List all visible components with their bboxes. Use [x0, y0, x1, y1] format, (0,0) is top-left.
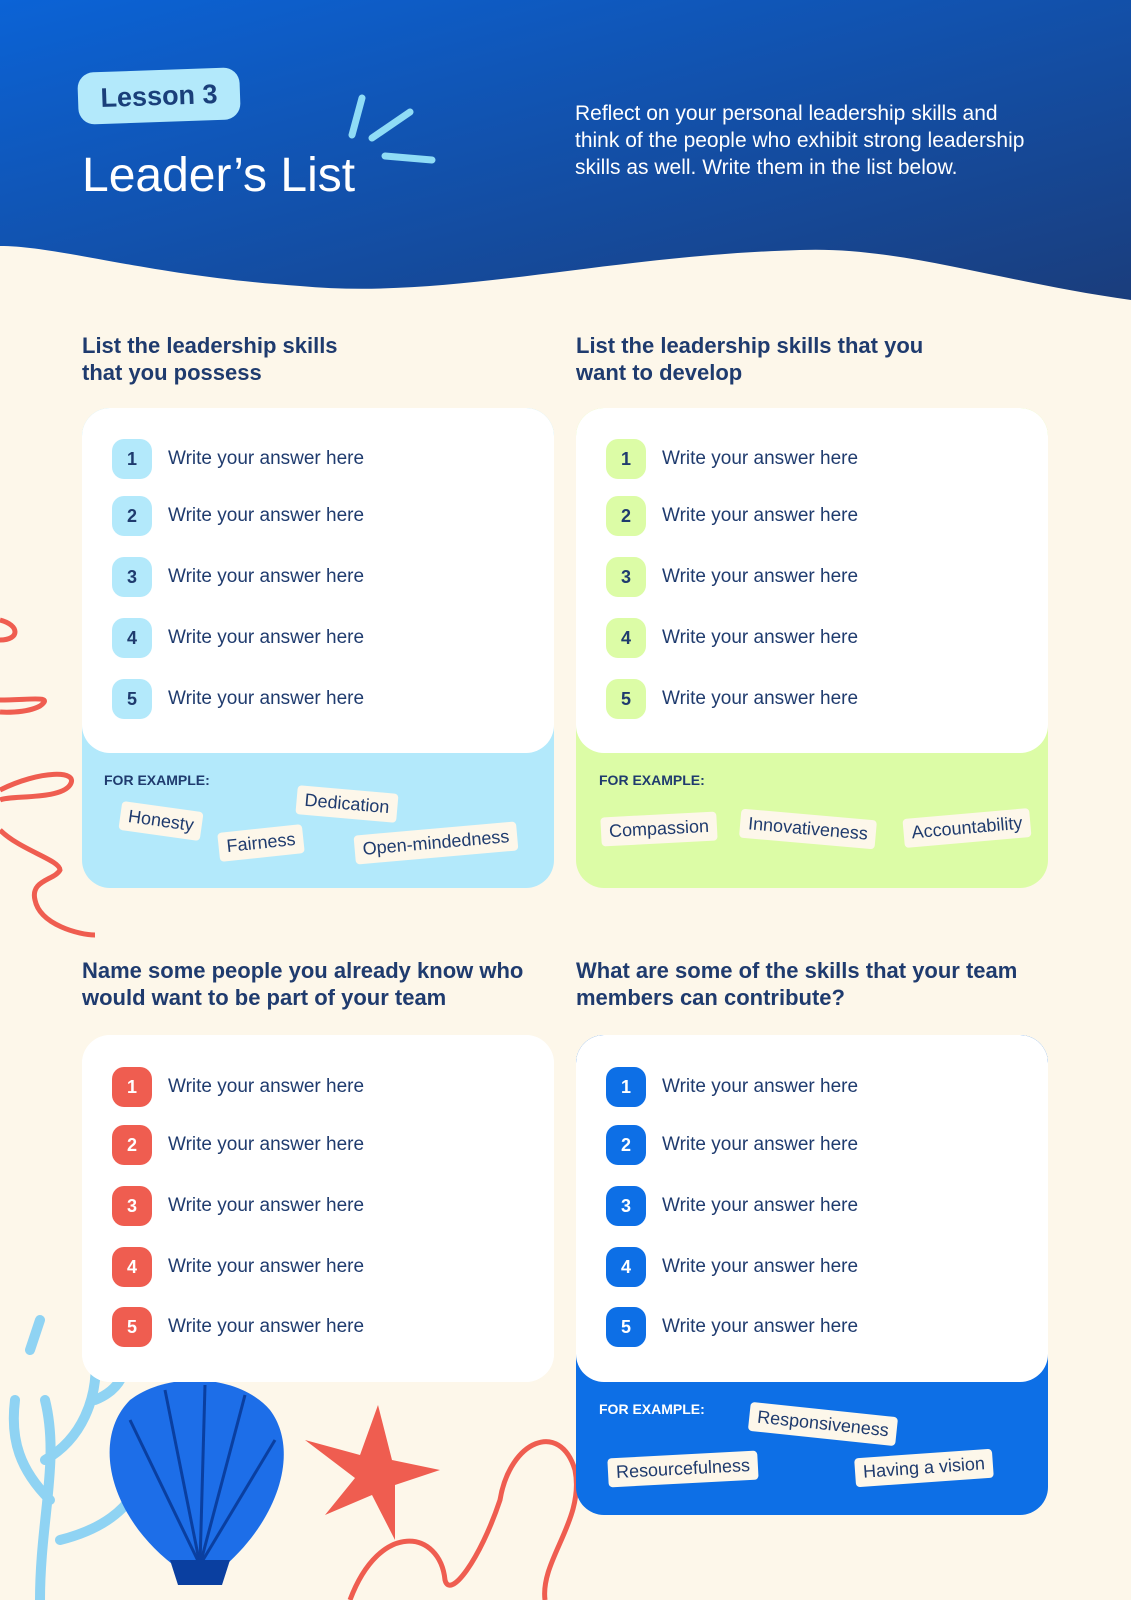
item-number: 3	[112, 1186, 152, 1226]
section-title: What are some of the skills that your te…	[576, 958, 1018, 1010]
item-number: 2	[606, 496, 646, 536]
answer-text: Write your answer here	[168, 627, 365, 648]
answer-area	[82, 1035, 554, 1382]
example-chip: Compassion	[600, 811, 718, 847]
item-number: 2	[112, 1125, 152, 1165]
header-wave	[0, 0, 1131, 300]
answer-text: Write your answer here	[168, 1134, 365, 1155]
item-number: 4	[112, 1247, 152, 1287]
sparkle	[348, 94, 436, 164]
answer-card	[576, 1035, 1048, 1515]
shell	[109, 1380, 284, 1585]
answer-area	[576, 408, 1048, 753]
answer-text: Write your answer here	[168, 1195, 365, 1216]
answer-text: Write your answer here	[662, 1256, 859, 1277]
item-number: 1	[606, 1067, 646, 1107]
squiggle-bottom	[347, 1439, 579, 1600]
answer-text: Write your answer here	[662, 1134, 859, 1155]
item-number: 5	[606, 679, 646, 719]
answer-text: Write your answer here	[168, 1076, 365, 1097]
item-number: 3	[606, 1186, 646, 1226]
item-number: 4	[606, 1247, 646, 1287]
description: Reflect on your personal leadership skil…	[575, 102, 1025, 179]
item-number: 2	[112, 496, 152, 536]
item-number: 4	[112, 618, 152, 658]
section-title: Name some people you already know who wo…	[82, 958, 524, 1010]
answer-text: Write your answer here	[662, 688, 859, 709]
item-number: 2	[606, 1125, 646, 1165]
answer-text: Write your answer here	[168, 566, 365, 587]
answer-area	[82, 408, 554, 753]
answer-text: Write your answer here	[168, 505, 365, 526]
answer-card	[576, 408, 1048, 888]
example-label: FOR EXAMPLE:	[599, 1401, 705, 1417]
item-number: 4	[606, 618, 646, 658]
item-number: 5	[112, 679, 152, 719]
section-title: List the leadership skills that you want…	[576, 333, 924, 385]
example-label: FOR EXAMPLE:	[599, 772, 705, 788]
item-number: 5	[112, 1307, 152, 1347]
item-number: 1	[606, 439, 646, 479]
answer-text: Write your answer here	[662, 448, 859, 469]
answer-text: Write your answer here	[662, 566, 859, 587]
answer-card	[82, 1035, 554, 1382]
lesson-badge: Lesson 3	[77, 67, 241, 125]
answer-text: Write your answer here	[168, 448, 365, 469]
answer-text: Write your answer here	[662, 1195, 859, 1216]
answer-text: Write your answer here	[662, 505, 859, 526]
squiggle-left	[0, 617, 96, 938]
item-number: 1	[112, 1067, 152, 1107]
page-title: Leader’s List	[82, 149, 356, 202]
answer-area	[576, 1035, 1048, 1382]
item-number: 5	[606, 1307, 646, 1347]
answer-text: Write your answer here	[168, 688, 365, 709]
example-label: FOR EXAMPLE:	[104, 772, 210, 788]
answer-text: Write your answer here	[662, 627, 859, 648]
answer-text: Write your answer here	[662, 1076, 859, 1097]
item-number: 3	[606, 557, 646, 597]
answer-text: Write your answer here	[168, 1256, 365, 1277]
answer-text: Write your answer here	[662, 1316, 859, 1337]
item-number: 3	[112, 557, 152, 597]
starfish	[305, 1405, 440, 1540]
section-title: List the leadership skills that you poss…	[82, 333, 338, 385]
item-number: 1	[112, 439, 152, 479]
answer-text: Write your answer here	[168, 1316, 365, 1337]
